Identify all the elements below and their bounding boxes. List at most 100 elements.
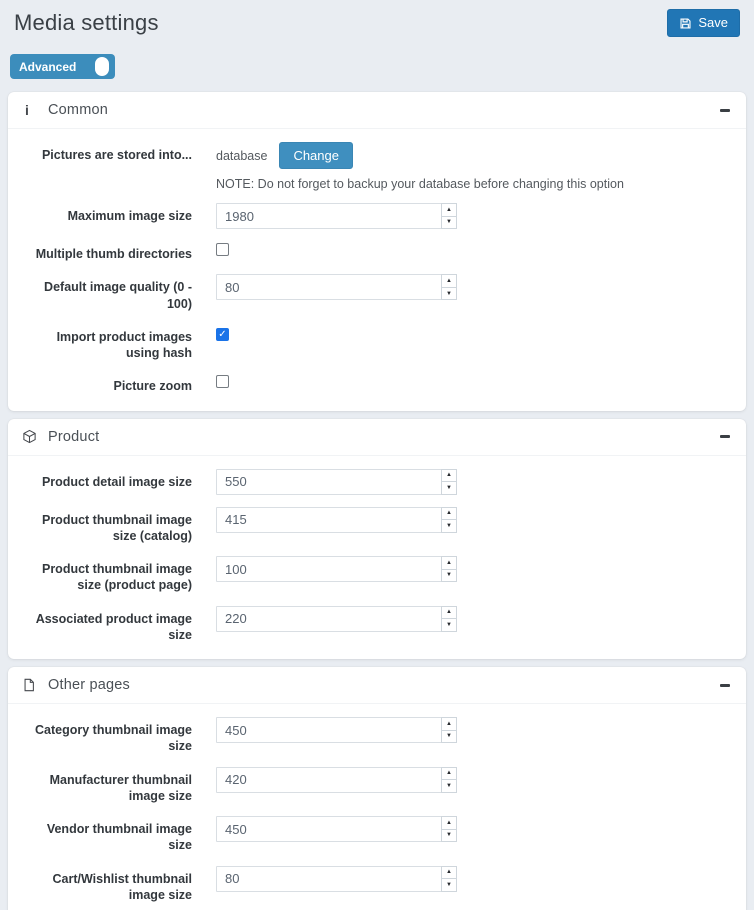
multiple-thumb-directories-checkbox[interactable] — [216, 243, 229, 256]
form-row-import-product-images-using-hash: Import product images using hash ✓ — [22, 324, 732, 362]
spinner: ▲ ▼ — [441, 717, 457, 743]
spinner-up-button[interactable]: ▲ — [442, 275, 456, 288]
spinner: ▲ ▼ — [441, 203, 457, 229]
field-label-picture-zoom: Picture zoom — [113, 379, 193, 394]
spinner: ▲ ▼ — [441, 865, 457, 892]
field-label-cart-wishlist-thumbnail-image-size: Cart/Wishlist thumbnail image size — [52, 871, 192, 902]
spinner-down-button[interactable]: ▼ — [446, 572, 452, 579]
picture-zoom-checkbox[interactable] — [216, 375, 229, 389]
panel-header-other-pages[interactable]: Other pages — [8, 667, 746, 704]
number-field-maximum-image-size: ▲▼ — [216, 203, 457, 229]
cart-wishlist-thumbnail-image-size-input[interactable] — [216, 865, 443, 892]
spinner: ▲ ▼ — [441, 605, 457, 632]
spinner: ▲ ▼ — [441, 766, 457, 793]
collapse-icon[interactable] — [718, 431, 732, 442]
spinner-down-button[interactable]: ▼ — [446, 881, 452, 888]
cube-icon — [22, 429, 42, 444]
spinner-down-button[interactable]: ▼ — [446, 290, 452, 297]
spinner-up-button[interactable]: ▲ — [442, 718, 456, 731]
number-field-cart-wishlist-thumbnail-image-size: ▲▼ — [216, 865, 457, 892]
advanced-mode-toggle[interactable]: Advanced — [10, 54, 115, 79]
form-row-product-thumbnail-image-size-product-page: Product thumbnail image size (product pa… — [22, 556, 732, 594]
field-content-maximum-image-size: ▲▼ — [216, 203, 732, 229]
spinner-down-button[interactable]: ▼ — [446, 484, 452, 491]
spinner-down-button[interactable]: ▼ — [446, 621, 452, 628]
form-row-manufacturer-thumbnail-image-size: Manufacturer thumbnail image size▲▼ — [22, 766, 732, 805]
panel-header-product[interactable]: Product — [8, 419, 746, 456]
field-content-cart-wishlist-thumbnail-image-size: ▲▼ — [216, 865, 732, 904]
import-product-images-using-hash-checkbox[interactable]: ✓ — [216, 327, 229, 341]
field-content-import-product-images-using-hash: ✓ — [216, 324, 732, 362]
panel-body-product: Product detail image size▲▼Product thumb… — [8, 456, 746, 660]
field-label-manufacturer-thumbnail-image-size: Manufacturer thumbnail image size — [49, 772, 192, 803]
form-row-associated-product-image-size: Associated product image size▲▼ — [22, 605, 732, 644]
spinner-up-button[interactable]: ▲ — [442, 204, 456, 217]
change-button[interactable]: Change — [279, 142, 353, 169]
field-label-category-thumbnail-image-size: Category thumbnail image size — [35, 723, 192, 754]
info-icon: i — [25, 102, 29, 118]
spinner-up-button[interactable]: ▲ — [442, 557, 456, 570]
product-detail-image-size-input[interactable] — [216, 468, 443, 495]
number-field-associated-product-image-size: ▲▼ — [216, 605, 457, 632]
spinner-up-button[interactable]: ▲ — [442, 768, 456, 780]
number-field-vendor-thumbnail-image-size: ▲▼ — [216, 816, 457, 842]
maximum-image-size-input[interactable] — [216, 203, 443, 229]
form-row-picture-zoom: Picture zoom — [22, 373, 732, 394]
spinner-down-button[interactable]: ▼ — [446, 733, 452, 740]
spinner: ▲ ▼ — [441, 468, 457, 495]
spinner-up-button[interactable]: ▲ — [442, 817, 456, 830]
spinner-down-button[interactable]: ▼ — [446, 832, 452, 839]
form-row-maximum-image-size: Maximum image size▲▼ — [22, 203, 732, 229]
number-field-product-detail-image-size: ▲▼ — [216, 468, 457, 495]
form-row-default-image-quality-0-100: Default image quality (0 - 100)▲▼ — [22, 274, 732, 312]
default-image-quality-0-100-input[interactable] — [216, 274, 443, 301]
minus-icon — [720, 108, 730, 112]
associated-product-image-size-input[interactable] — [216, 605, 443, 632]
number-field-product-thumbnail-image-size-catalog: ▲▼ — [216, 506, 457, 533]
toggle-knob-icon — [95, 57, 109, 76]
collapse-icon[interactable] — [718, 680, 732, 691]
field-label-pictures-are-stored-into: Pictures are stored into... — [41, 148, 192, 162]
field-label-associated-product-image-size: Associated product image size — [35, 611, 192, 642]
panel-title-other-pages: Other pages — [48, 677, 130, 693]
form-row-product-detail-image-size: Product detail image size▲▼ — [22, 468, 732, 495]
spinner-up-button[interactable]: ▲ — [442, 470, 456, 482]
spinner-down-button[interactable]: ▼ — [446, 782, 452, 789]
panel-title-common: Common — [48, 102, 109, 118]
field-content-associated-product-image-size: ▲▼ — [216, 605, 732, 644]
collapse-icon[interactable] — [718, 105, 732, 116]
spinner-up-button[interactable]: ▲ — [442, 607, 456, 619]
save-button-label: Save — [698, 15, 728, 30]
panel-body-common: Pictures are stored into... database Chang… — [8, 129, 746, 411]
form-row-cart-wishlist-thumbnail-image-size: Cart/Wishlist thumbnail image size▲▼ — [22, 865, 732, 904]
manufacturer-thumbnail-image-size-input[interactable] — [216, 766, 443, 793]
form-row-vendor-thumbnail-image-size: Vendor thumbnail image size▲▼ — [22, 816, 732, 854]
product-thumbnail-image-size-product-page-input[interactable] — [216, 556, 443, 582]
field-label-default-image-quality-0-100: Default image quality (0 - 100) — [44, 280, 192, 311]
spinner-down-button[interactable]: ▼ — [446, 522, 452, 529]
panel-other-pages: Other pages Category thumbnail image size… — [8, 667, 746, 910]
save-icon — [679, 17, 692, 30]
field-content-multiple-thumb-directories — [216, 241, 732, 262]
category-thumbnail-image-size-input[interactable] — [216, 717, 443, 743]
field-label-product-detail-image-size: Product detail image size — [41, 474, 192, 489]
panel-title-product: Product — [48, 428, 100, 445]
vendor-thumbnail-image-size-input[interactable] — [216, 816, 443, 842]
spinner: ▲ ▼ — [441, 274, 457, 301]
field-content-pictures-are-stored-into: database Change NOTE: Do not forget to bac… — [216, 142, 732, 191]
field-content-product-thumbnail-image-size-catalog: ▲▼ — [216, 506, 732, 545]
form-row-product-thumbnail-image-size-catalog: Product thumbnail image size (catalog)▲▼ — [22, 506, 732, 545]
spinner: ▲ ▼ — [441, 506, 457, 533]
spinner-up-button[interactable]: ▲ — [442, 867, 456, 879]
spinner-up-button[interactable]: ▲ — [442, 508, 456, 520]
field-label-product-thumbnail-image-size-product-page: Product thumbnail image size (product pa… — [41, 562, 192, 593]
panel-header-common[interactable]: i Common — [8, 92, 746, 129]
save-button[interactable]: Save — [667, 9, 740, 37]
spinner-down-button[interactable]: ▼ — [446, 219, 452, 226]
spinner: ▲ ▼ — [441, 556, 457, 582]
field-content-default-image-quality-0-100: ▲▼ — [216, 274, 732, 312]
advanced-mode-label: Advanced — [19, 59, 77, 74]
product-thumbnail-image-size-catalog-input[interactable] — [216, 506, 443, 533]
